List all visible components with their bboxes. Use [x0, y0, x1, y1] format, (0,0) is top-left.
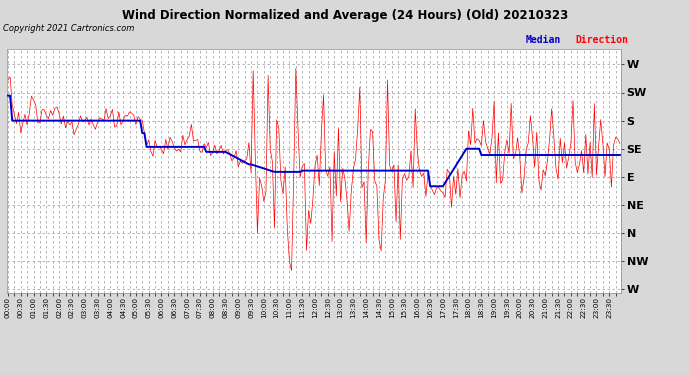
- Text: Median: Median: [526, 35, 561, 45]
- Text: Copyright 2021 Cartronics.com: Copyright 2021 Cartronics.com: [3, 24, 135, 33]
- Text: Direction: Direction: [575, 35, 628, 45]
- Text: Wind Direction Normalized and Average (24 Hours) (Old) 20210323: Wind Direction Normalized and Average (2…: [122, 9, 568, 22]
